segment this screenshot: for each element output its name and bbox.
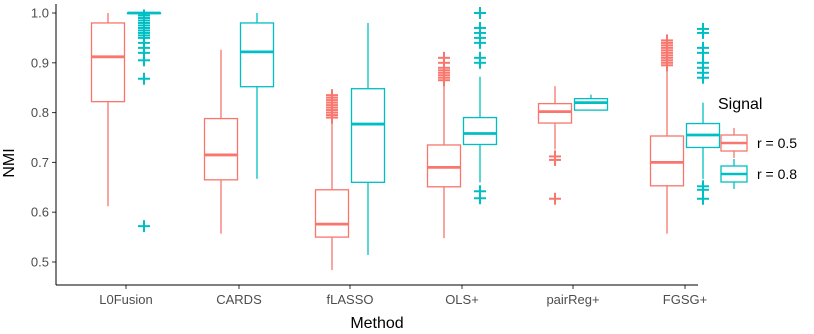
x-tick-label: CARDS [216,292,262,307]
box-body [314,189,350,238]
box-CARDS-r05 [203,49,239,234]
outlier-point [549,150,561,163]
box-body [462,116,498,146]
outlier-point [438,51,450,64]
box-CARDS-r08 [239,13,275,179]
outlier-point [697,22,709,35]
outlier-point [661,34,673,47]
legend: Signal r = 0.5 r = 0.8 [718,96,797,189]
legend-label: r = 0.8 [757,166,797,182]
legend-label: r = 0.5 [757,135,797,151]
box-body [203,117,239,181]
box-FGSG+-r05 [649,34,685,234]
legend-item: r = 0.8 [720,159,797,189]
x-tick-label: pairReg+ [546,292,599,307]
outlier-point [474,185,486,198]
outlier-point [549,192,561,205]
box-fLASSO-r05 [314,89,350,270]
outlier-point [697,180,709,193]
box-L0Fusion-r05 [90,13,126,207]
x-tick-labels: L0Fusion CARDS fLASSO OLS+ pairReg+ FGSG+ [99,292,707,307]
x-ticks [125,285,686,289]
x-tick-label: OLS+ [445,292,479,307]
outlier-point [474,7,486,19]
y-tick-label: 0.7 [31,155,49,170]
box-fLASSO-r08 [350,22,386,256]
legend-item: r = 0.5 [720,128,797,158]
box-body [573,98,609,111]
box-OLS+-r08 [462,7,498,205]
y-tick-label: 1.0 [31,6,49,21]
legend-key-icon [720,159,748,189]
box-body [649,135,685,187]
box-body [239,22,275,88]
y-tick-label: 0.8 [31,105,49,120]
outlier-point [138,9,150,22]
outlier-point [138,72,150,85]
x-tick-label: L0Fusion [99,292,152,307]
box-body [537,102,573,124]
box-body [90,22,126,103]
box-marks [90,7,721,270]
y-ticks [52,12,56,263]
y-tick-label: 0.9 [31,55,49,70]
y-tick-label: 0.6 [31,205,49,220]
box-L0Fusion-r08 [126,9,162,233]
box-pairReg+-r08 [573,94,609,111]
x-axis-title: Method [350,315,403,332]
outlier-point [326,89,338,102]
box-OLS+-r05 [426,51,462,239]
outlier-point [474,51,486,64]
legend-items: r = 0.5 r = 0.8 [720,128,797,189]
box-FGSG+-r08 [685,22,721,205]
outlier-point [138,220,150,233]
y-axis-title: NMI [1,148,18,177]
x-tick-label: FGSG+ [663,292,707,307]
box-body [426,144,462,188]
legend-key-icon [720,128,748,158]
y-tick-label: 0.5 [31,255,49,270]
box-pairReg+-r05 [537,86,573,205]
outlier-point [474,21,486,34]
box-body [350,88,386,183]
y-tick-labels: 0.5 0.6 0.7 0.8 0.9 1.0 [31,6,49,270]
legend-title: Signal [718,96,762,113]
outlier-point [697,41,709,54]
x-tick-label: fLASSO [327,292,374,307]
